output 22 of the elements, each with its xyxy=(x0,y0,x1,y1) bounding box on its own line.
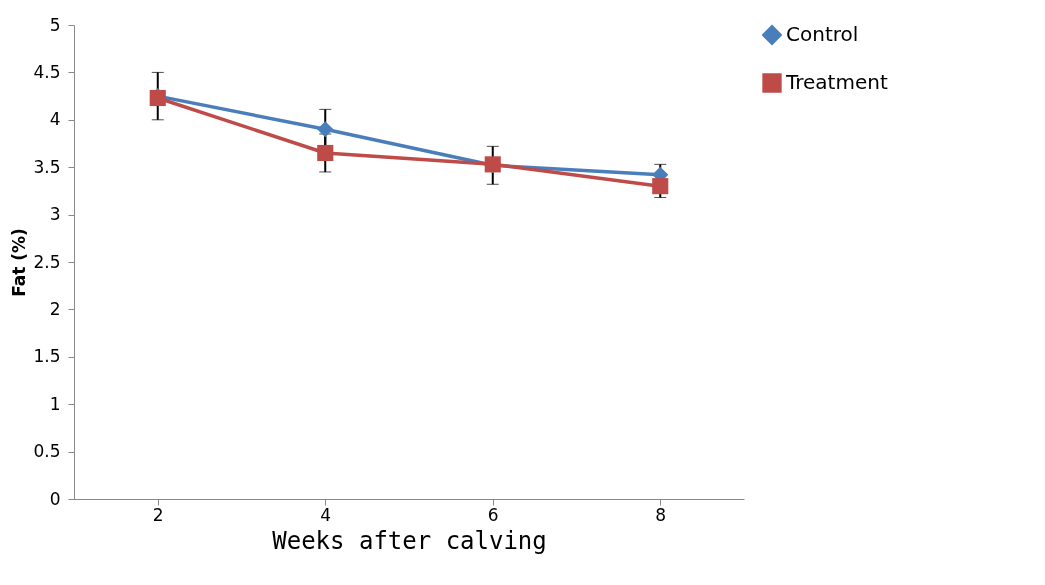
x-tick-label: 2 xyxy=(152,504,164,525)
y-tick-label: 3 xyxy=(49,204,61,225)
y-tick-label: 4 xyxy=(49,109,61,130)
point xyxy=(317,121,334,138)
x-tick-label: 8 xyxy=(655,504,667,525)
y-tick-label: 0.5 xyxy=(33,441,61,462)
x-axis-title: Weeks after calving xyxy=(272,526,547,555)
x-tick-label: 4 xyxy=(320,504,332,525)
x-tick-label: 6 xyxy=(487,504,499,525)
y-tick-label: 4.5 xyxy=(33,61,61,82)
y-tick-label: 3.5 xyxy=(33,156,61,177)
y-tick-label: 2.5 xyxy=(33,251,61,272)
y-tick-label: 1 xyxy=(49,393,61,414)
legend-label: Treatment xyxy=(785,70,888,94)
y-axis-title: Fat (%) xyxy=(9,228,30,297)
point xyxy=(317,144,334,162)
y-tick-label: 2 xyxy=(49,298,61,319)
point xyxy=(652,178,669,195)
y-tick-label: 1.5 xyxy=(33,346,61,367)
legend-label: Control xyxy=(786,22,859,46)
y-tick-label: 5 xyxy=(49,14,61,35)
y-tick-label: 0 xyxy=(49,488,61,509)
